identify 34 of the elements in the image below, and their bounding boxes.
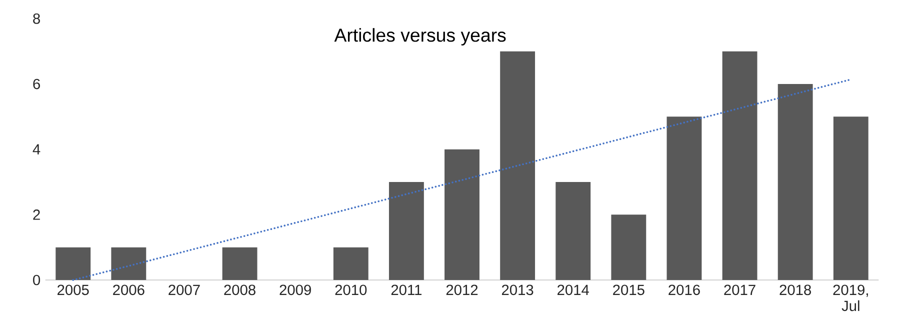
bar [611, 214, 646, 280]
x-tick-label: 2013 [502, 284, 534, 296]
x-tick-label: 2014 [558, 284, 589, 296]
x-tick-label: 2006 [113, 284, 144, 296]
y-tick-label: 6 [33, 78, 40, 90]
bar [444, 150, 480, 280]
bar [111, 248, 146, 280]
bar [778, 84, 813, 280]
x-tick-label: 2015 [613, 284, 644, 296]
bar [388, 182, 424, 280]
x-tick-label: 2016 [668, 284, 700, 296]
x-tick-label: 2011 [391, 284, 422, 296]
x-tick-label: 2009 [280, 284, 311, 296]
x-tick-label: 2017 [724, 284, 756, 296]
y-tick-label: 2 [33, 210, 40, 220]
bar [222, 248, 258, 280]
bar [556, 182, 591, 280]
x-tick-label: 2019, Jul [833, 284, 868, 312]
x-tick-label: 2008 [224, 284, 256, 296]
x-tick-label: 2007 [168, 284, 200, 296]
bar [500, 52, 536, 280]
bar [833, 116, 868, 280]
y-tick-label: 8 [33, 14, 40, 24]
chart-title: Articles versus years [334, 28, 506, 46]
x-tick-label: 2010 [335, 284, 367, 296]
x-tick-label: 2018 [780, 284, 811, 296]
x-tick-label: 2005 [58, 284, 89, 296]
bar [666, 116, 702, 280]
bar [722, 52, 758, 280]
bar [56, 248, 91, 280]
y-tick-label: 4 [32, 144, 40, 155]
x-tick-label: 2012 [446, 284, 478, 296]
bar [333, 248, 368, 280]
y-tick-label: 0 [33, 274, 40, 286]
